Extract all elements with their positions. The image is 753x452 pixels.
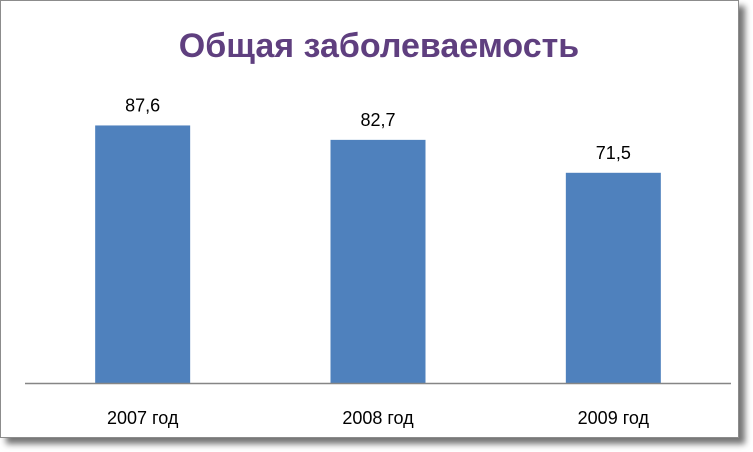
x-tick-label-1: 2007 год	[107, 408, 179, 428]
x-tick-label-3: 2009 год	[578, 408, 650, 428]
chart-frame: Общая заболеваемость 87,6 2007 год 82,7 200…	[0, 0, 739, 438]
data-label-3: 71,5	[596, 143, 631, 163]
x-tick-label-2: 2008 год	[342, 408, 414, 428]
data-label-2: 82,7	[360, 110, 395, 130]
bar-3	[565, 172, 661, 383]
chart-title: Общая заболеваемость	[179, 27, 579, 65]
bars-layer	[95, 125, 661, 384]
data-label-1: 87,6	[125, 95, 160, 115]
bar-1	[95, 125, 191, 384]
bar-chart: Общая заболеваемость 87,6 2007 год 82,7 200…	[25, 27, 731, 428]
bar-2	[330, 139, 426, 383]
labels-layer: 87,6 2007 год 82,7 2008 год 71,5 2009 год	[107, 95, 649, 428]
